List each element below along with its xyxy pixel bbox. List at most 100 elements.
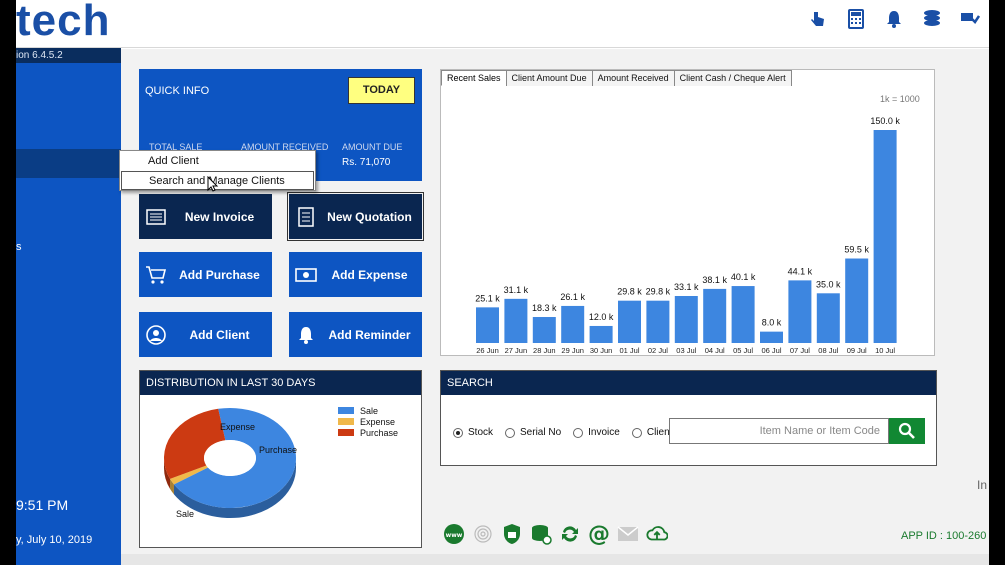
bar-category-label: 06 Jul bbox=[761, 346, 781, 355]
radio-label: Stock bbox=[468, 427, 494, 438]
menu-item-search-manage-clients[interactable]: Search and Manage Clients bbox=[121, 171, 314, 190]
bar-category-label: 28 Jun bbox=[533, 346, 556, 355]
distribution-title: DISTRIBUTION IN LAST 30 DAYS bbox=[140, 371, 421, 395]
search-type-options: Stock Serial No Invoice Client bbox=[453, 427, 672, 438]
app-header: tech bbox=[16, 0, 989, 48]
bar-category-label: 01 Jul bbox=[619, 346, 639, 355]
database-sync-icon[interactable] bbox=[530, 523, 552, 545]
donut-slice-sale bbox=[173, 408, 296, 508]
client-context-menu: Add Client Search and Manage Clients bbox=[119, 150, 316, 192]
radio-button[interactable] bbox=[631, 427, 642, 438]
sidebar-item-clients[interactable] bbox=[16, 149, 121, 178]
svg-text:www: www bbox=[446, 532, 463, 539]
search-title: SEARCH bbox=[441, 371, 936, 395]
bar-category-label: 08 Jul bbox=[818, 346, 838, 355]
add-client-button[interactable]: Add Client bbox=[139, 312, 272, 357]
bar-value-label: 26.1 k bbox=[560, 292, 585, 302]
coins-icon[interactable] bbox=[921, 8, 943, 30]
legend-sale: Sale bbox=[338, 405, 398, 416]
recent-sales-panel: 25.1 k 26 Jun 31.1 k 27 Jun 18.3 k 28 Jun 26.1… bbox=[440, 69, 935, 356]
distribution-donut-chart: Sale Expense Purchase bbox=[164, 408, 297, 519]
new-invoice-button[interactable]: New Invoice bbox=[139, 194, 272, 239]
add-client-label: Add Client bbox=[189, 327, 250, 342]
tab-client-cash-cheque-alert[interactable]: Client Cash / Cheque Alert bbox=[673, 70, 792, 86]
status-strip bbox=[121, 554, 989, 565]
add-expense-button[interactable]: Add Expense bbox=[289, 252, 422, 297]
bar-category-label: 02 Jul bbox=[648, 346, 668, 355]
bar-value-label: 31.1 k bbox=[504, 285, 529, 295]
add-reminder-button[interactable]: Add Reminder bbox=[289, 312, 422, 357]
radio-label: Client bbox=[646, 427, 673, 438]
cursor-icon bbox=[207, 176, 219, 192]
bar-category-label: 29 Jun bbox=[561, 346, 584, 355]
bar bbox=[532, 317, 556, 343]
sidebar-item-label[interactable]: s bbox=[16, 241, 22, 253]
add-purchase-button[interactable]: Add Purchase bbox=[139, 252, 272, 297]
menu-item-add-client[interactable]: Add Client bbox=[148, 155, 199, 167]
radio-serial-no[interactable]: Serial No bbox=[505, 427, 561, 438]
tab-recent-sales[interactable]: Recent Sales bbox=[441, 70, 507, 86]
database-settings-icon[interactable] bbox=[959, 8, 981, 30]
fingerprint-icon[interactable] bbox=[472, 523, 494, 545]
shield-icon[interactable] bbox=[501, 523, 523, 545]
donut-slice-label: Expense bbox=[220, 422, 255, 432]
donut-side-expense bbox=[170, 478, 174, 495]
add-expense-label: Add Expense bbox=[331, 267, 408, 282]
bar-value-label: 44.1 k bbox=[788, 266, 813, 276]
cloud-upload-icon[interactable] bbox=[646, 523, 668, 545]
bar-category-label: 03 Jul bbox=[676, 346, 696, 355]
bell-icon bbox=[289, 325, 323, 345]
bar-value-label: 18.3 k bbox=[532, 303, 557, 313]
screen-edge-right bbox=[989, 0, 1005, 565]
cart-icon bbox=[139, 265, 173, 285]
bar bbox=[816, 293, 840, 343]
search-button[interactable] bbox=[889, 418, 925, 444]
add-purchase-label: Add Purchase bbox=[179, 267, 260, 282]
bar-category-label: 07 Jul bbox=[790, 346, 810, 355]
bar-value-label: 35.0 k bbox=[816, 279, 841, 289]
www-icon[interactable]: www bbox=[443, 523, 465, 545]
legend-expense: Expense bbox=[338, 416, 398, 427]
toolbar-icons bbox=[807, 8, 981, 30]
radio-label: Invoice bbox=[588, 427, 620, 438]
bar bbox=[845, 258, 869, 343]
legend-swatch bbox=[338, 407, 354, 414]
bar-category-label: 27 Jun bbox=[505, 346, 528, 355]
radio-button[interactable] bbox=[453, 427, 463, 438]
quotation-icon bbox=[289, 206, 323, 227]
radio-stock[interactable]: Stock bbox=[453, 427, 493, 438]
search-panel: SEARCH Stock Serial No Invoice Client It… bbox=[440, 370, 937, 466]
bar-value-label: 150.0 k bbox=[870, 116, 900, 126]
radio-client[interactable]: Client bbox=[631, 427, 673, 438]
bar bbox=[731, 286, 755, 343]
bar bbox=[561, 305, 585, 343]
bar bbox=[618, 300, 641, 343]
radio-button[interactable] bbox=[573, 427, 584, 438]
bell-icon[interactable] bbox=[883, 8, 905, 30]
radio-button[interactable] bbox=[505, 427, 516, 438]
tab-client-amount-due[interactable]: Client Amount Due bbox=[505, 70, 593, 86]
today-button[interactable]: TODAY bbox=[348, 77, 415, 104]
app-id: APP ID : 100-260 bbox=[901, 530, 987, 542]
cash-icon bbox=[289, 267, 323, 283]
unit-note: 1k = 1000 bbox=[880, 94, 920, 104]
refresh-icon[interactable] bbox=[559, 523, 581, 545]
bar-value-label: 59.5 k bbox=[844, 245, 869, 255]
bar bbox=[703, 288, 727, 343]
legend-label: Expense bbox=[360, 416, 396, 427]
user-icon bbox=[139, 324, 173, 346]
radio-invoice[interactable]: Invoice bbox=[573, 427, 620, 438]
search-input[interactable]: Item Name or Item Code bbox=[669, 418, 889, 444]
screen-edge-left bbox=[0, 0, 16, 565]
bar-value-label: 29.8 k bbox=[646, 287, 671, 297]
touch-icon[interactable] bbox=[807, 8, 829, 30]
calculator-icon[interactable] bbox=[845, 8, 867, 30]
tab-amount-received[interactable]: Amount Received bbox=[591, 70, 675, 86]
at-icon[interactable]: @ bbox=[588, 523, 610, 545]
distribution-legend: Sale Expense Purchase bbox=[338, 405, 398, 438]
amount-due-value: Rs. 71,070 bbox=[342, 157, 391, 168]
mail-icon[interactable] bbox=[617, 523, 639, 545]
new-quotation-button[interactable]: New Quotation bbox=[287, 192, 424, 241]
legend-swatch bbox=[338, 418, 354, 425]
bar-category-label: 09 Jul bbox=[847, 346, 867, 355]
